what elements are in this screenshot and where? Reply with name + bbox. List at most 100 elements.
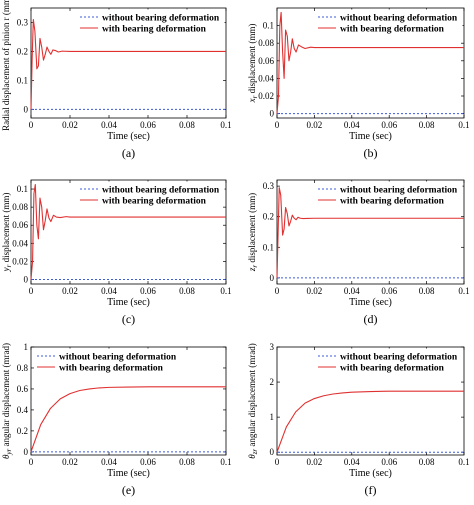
x-axis-label: Time (sec): [349, 468, 392, 479]
y-tick-label: 0.8: [17, 363, 29, 373]
x-tick-label: 0: [275, 286, 280, 296]
y-tick-label: 3: [270, 342, 275, 352]
y-axis-label-symbol: z: [247, 267, 257, 272]
y-axis-label-symbol: θ: [247, 454, 257, 459]
y-tick-label: 0: [270, 109, 275, 119]
y-axis-label-subscript: r: [5, 264, 13, 267]
legend-label: without bearing deformation: [340, 186, 458, 196]
y-tick-label: 0.1: [17, 75, 28, 85]
x-axis-label: Time (sec): [107, 468, 150, 479]
y-tick-label: 0.02: [12, 256, 28, 266]
x-tick-label: 0.02: [307, 286, 323, 296]
y-axis-label-symbol: x: [247, 98, 257, 103]
legend-box: [34, 348, 182, 374]
y-tick-label: 0.06: [12, 220, 28, 230]
panel-caption: (d): [364, 312, 378, 326]
y-tick-label: 0.1: [17, 184, 28, 194]
y-axis-label: θyr angular displacement (mrad): [1, 343, 13, 459]
y-axis-label-subscript: r: [251, 95, 259, 98]
series-line-with-deformation: [276, 390, 464, 453]
y-tick-label: 0.04: [12, 238, 28, 248]
legend-label: with bearing deformation: [102, 197, 207, 207]
y-tick-label: 0.6: [17, 384, 29, 394]
x-tick-label: 0.04: [101, 286, 117, 296]
x-tick-label: 0.02: [307, 457, 323, 467]
chart-panel: 0 0.02 0.04 0.06 0.08 0.1 0 0.02 0.04 0.06 0.08 0.1…: [1, 179, 232, 326]
x-tick-label: 0.06: [140, 457, 156, 467]
chart-panel: 0 0.02 0.04 0.06 0.08 0.1 0 0.2 0.4 0.6 0.8 1 withou…: [1, 342, 232, 497]
panel-caption: (f): [365, 483, 377, 497]
x-tick-label: 0.08: [179, 286, 195, 296]
y-axis-label-subscript: zr: [251, 449, 259, 456]
legend-label: with bearing deformation: [340, 197, 445, 207]
x-tick-label: 0: [275, 120, 280, 130]
x-tick-label: 0.04: [101, 457, 117, 467]
x-tick-label: 0.1: [458, 457, 469, 467]
series-line-with-deformation: [276, 187, 464, 278]
series-line-with-deformation: [276, 11, 464, 114]
y-axis-label-subscript: r: [251, 265, 259, 268]
x-tick-label: 0.04: [344, 286, 360, 296]
y-tick-label: 0: [270, 273, 275, 283]
x-tick-label: 0.08: [419, 120, 435, 130]
y-tick-label: 0.08: [258, 38, 274, 48]
y-axis-label-text: displacement (mm): [247, 193, 257, 265]
x-tick-label: 0: [29, 286, 34, 296]
y-axis-label: xr displacement (mm): [247, 24, 259, 104]
x-tick-label: 0.06: [381, 120, 397, 130]
chart-panel: 0 0.02 0.04 0.06 0.08 0.1 0 0.1 0.2 0.3 without be…: [247, 179, 470, 326]
x-tick-label: 0: [29, 120, 34, 130]
y-tick-label: 0: [24, 104, 29, 114]
y-tick-label: 0.1: [263, 242, 274, 252]
y-tick-label: 0.08: [12, 202, 28, 212]
series-line-with-deformation: [30, 19, 226, 110]
legend-box: [315, 348, 463, 374]
x-tick-label: 0.02: [62, 120, 78, 130]
y-axis-label-text: displacement (mm): [247, 24, 257, 96]
x-axis-label: Time (sec): [349, 131, 392, 142]
chart-panel: 0 0.02 0.04 0.06 0.08 0.1 0 1 2 3 without bearing …: [247, 342, 470, 497]
y-tick-label: 0.04: [258, 73, 274, 83]
panel-caption: (e): [122, 483, 135, 497]
y-tick-label: 0: [24, 274, 29, 284]
legend-label: with bearing deformation: [59, 364, 164, 374]
y-tick-label: 2: [270, 377, 275, 387]
y-tick-label: 0.1: [263, 21, 274, 31]
y-axis-label-text: angular displacement (mrad): [247, 343, 257, 449]
x-tick-label: 0.1: [220, 286, 231, 296]
series-line-with-deformation: [30, 386, 226, 453]
legend-label: without bearing deformation: [340, 353, 458, 363]
panel-caption: (b): [364, 146, 378, 160]
legend-box: [77, 9, 225, 35]
x-tick-label: 0.08: [179, 457, 195, 467]
y-tick-label: 0.3: [263, 181, 275, 191]
x-tick-label: 0.02: [62, 457, 78, 467]
y-tick-label: 0: [24, 447, 29, 457]
y-tick-label: 0.2: [17, 426, 28, 436]
y-tick-label: 0.02: [258, 91, 274, 101]
y-axis-label-symbol: θ: [1, 454, 11, 459]
y-axis-label-text: angular displacement (mrad): [1, 343, 11, 449]
x-tick-label: 0.08: [419, 457, 435, 467]
x-tick-label: 0.08: [419, 286, 435, 296]
x-tick-label: 0.04: [344, 120, 360, 130]
y-axis-label: θzr angular displacement (mrad): [247, 343, 259, 459]
legend-label: with bearing deformation: [102, 25, 207, 35]
x-tick-label: 0.1: [458, 120, 469, 130]
y-tick-label: 0: [270, 447, 275, 457]
chart-panel: 0 0.02 0.04 0.06 0.08 0.1 0 0.02 0.04 0.06 0.08 0.1…: [247, 7, 470, 160]
x-axis-label: Time (sec): [107, 131, 150, 142]
legend-box: [315, 9, 463, 35]
y-tick-label: 0.3: [17, 17, 29, 27]
x-tick-label: 0.02: [307, 120, 323, 130]
x-tick-label: 0: [275, 457, 280, 467]
x-tick-label: 0.04: [344, 457, 360, 467]
chart-panel: 0 0.02 0.04 0.06 0.08 0.1 0 0.1 0.2 0.3 without be…: [1, 0, 232, 160]
x-tick-label: 0.06: [140, 286, 156, 296]
